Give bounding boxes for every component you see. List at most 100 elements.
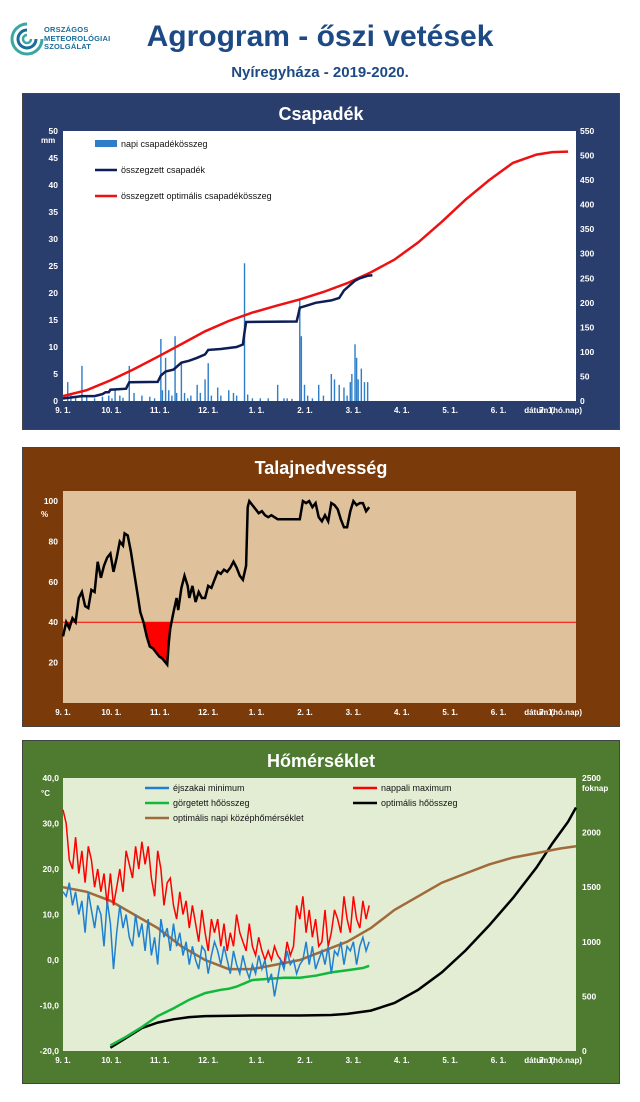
precip-bar	[351, 374, 353, 401]
optimal-heat-sum-line	[109, 806, 578, 1049]
y2-tick-label: 350	[580, 224, 594, 234]
x-tick-label: 10. 1.	[101, 1056, 121, 1065]
precipitation-panel: Csapadék 0 5 10 15 20 25 30 35 40 45 50 mm 0 50 100 150…	[22, 93, 620, 430]
precip-bar	[363, 382, 366, 401]
precip-bar	[216, 387, 219, 401]
legend-label: éjszakai minimum	[173, 783, 245, 793]
y-tick-label: 5	[53, 369, 58, 379]
x-tick-label: 12. 1.	[198, 406, 218, 415]
deficit-area	[143, 622, 172, 665]
precip-bar	[67, 382, 69, 401]
x-tick-label: 4. 1.	[394, 1056, 410, 1065]
precip-bar	[303, 384, 306, 401]
x-tick-label: 6. 1.	[491, 406, 507, 415]
y-tick-label: 25	[49, 261, 59, 271]
precip-bar	[85, 395, 88, 401]
precip-bar	[204, 379, 206, 401]
precip-bar	[333, 379, 336, 401]
precip-bar	[306, 395, 309, 401]
precip-bar	[164, 357, 167, 401]
precip-bar	[175, 392, 178, 401]
precip-bar	[259, 398, 262, 401]
legend-label: összegzett optimális csapadékösszeg	[121, 191, 272, 201]
soil-moisture-chart: 20 40 60 80 100% 9. 1. 10. 1. 11. 1. 12. 1. 1. 1.…	[41, 491, 582, 717]
precip-bar	[232, 392, 235, 401]
y2-tick-label: 550	[580, 126, 594, 136]
night-min-line	[62, 882, 370, 997]
legend-label: összegzett csapadék	[121, 165, 206, 175]
precip-bar	[220, 395, 222, 401]
precip-bar	[161, 390, 164, 401]
y2-tick-label: 450	[580, 175, 594, 185]
x-tick-label: 10. 1.	[101, 406, 121, 415]
x-tick-label: 4. 1.	[394, 406, 410, 415]
x-tick-label: 1. 1.	[249, 1056, 265, 1065]
precip-bar	[291, 398, 293, 401]
precip-bar	[346, 395, 348, 401]
y-axis-unit: mm	[41, 136, 55, 145]
precip-bar	[141, 395, 143, 401]
precip-bar	[101, 396, 104, 401]
x-tick-label: 11. 1.	[150, 1056, 170, 1065]
y2-axis-unit: foknap	[582, 784, 608, 793]
precip-bar	[355, 357, 358, 401]
legend-label: nappali maximum	[381, 783, 452, 793]
y2-tick-label: 500	[582, 991, 596, 1001]
y-tick-label: 80	[49, 536, 59, 546]
x-tick-label: 9. 1.	[55, 406, 71, 415]
precip-bar	[318, 384, 320, 401]
y2-tick-label: 1000	[582, 937, 601, 947]
precip-bar	[283, 398, 285, 401]
y-tick-label: 10	[49, 342, 59, 352]
precipitation-title: Csapadék	[278, 104, 364, 124]
y2-tick-label: 200	[580, 298, 594, 308]
x-tick-label: 1. 1.	[249, 406, 265, 415]
y2-tick-label: 500	[580, 151, 594, 161]
precip-bar	[81, 365, 83, 401]
y-tick-label: 100	[44, 496, 58, 506]
plot-area	[63, 131, 576, 401]
y2-tick-label: 150	[580, 322, 594, 332]
y2-tick-label: 250	[580, 273, 594, 283]
precip-bar	[299, 298, 301, 401]
x-tick-label: 4. 1.	[394, 708, 410, 717]
precip-bar	[311, 398, 314, 401]
precip-bar	[149, 396, 151, 401]
precip-bar	[160, 338, 162, 401]
precipitation-chart: 05101520253035404550mm050100150200250300…	[41, 126, 594, 415]
precip-bar	[286, 398, 288, 401]
temperature-chart: -20,0 -10,0 0,0 10,0 20,0 30,0 40,0 °C 0 500 1000 1…	[40, 773, 609, 1065]
y2-tick-label: 0	[580, 396, 585, 406]
x-axis-label: dátum (hó.nap)	[524, 1056, 582, 1065]
precip-bar	[349, 382, 351, 401]
y2-tick-label: 2500	[582, 773, 601, 783]
x-tick-label: 7. 1.	[539, 406, 555, 415]
x-tick-label: 2. 1.	[297, 708, 313, 717]
y-tick-label: 0	[53, 396, 58, 406]
temperature-panel: Hőmérséklet -20,0 -10,0 0,0 10,0 20,0 30,0 40,…	[22, 740, 620, 1084]
precip-bar	[93, 398, 96, 401]
day-max-line	[62, 809, 370, 967]
precip-bar	[190, 395, 192, 401]
precip-bar	[251, 398, 254, 401]
x-tick-label: 3. 1.	[346, 708, 362, 717]
x-axis-label: dátum (hó.nap)	[524, 406, 582, 415]
plot-area	[63, 778, 576, 1051]
precip-bar	[300, 336, 303, 401]
plot-area	[63, 491, 576, 703]
precip-bar	[366, 382, 369, 401]
y2-tick-label: 0	[582, 1046, 587, 1056]
x-tick-label: 12. 1.	[198, 708, 218, 717]
precip-bar	[114, 390, 116, 401]
cumulative-precip-line	[62, 274, 373, 400]
precip-bar	[357, 379, 359, 401]
y2-tick-label: 50	[580, 371, 590, 381]
y-tick-label: 20	[49, 658, 59, 668]
y-tick-label: 15	[49, 315, 59, 325]
x-tick-label: 7. 1.	[539, 1056, 555, 1065]
precip-bar	[196, 384, 198, 401]
soil-moisture-panel: Talajnedvesség 20 40 60 80 100% 9. 1. 10. 1. 11…	[22, 447, 620, 727]
y-axis-unit: °C	[41, 789, 50, 798]
y-tick-label: 40	[49, 180, 59, 190]
y-tick-label: -10,0	[40, 1001, 60, 1011]
